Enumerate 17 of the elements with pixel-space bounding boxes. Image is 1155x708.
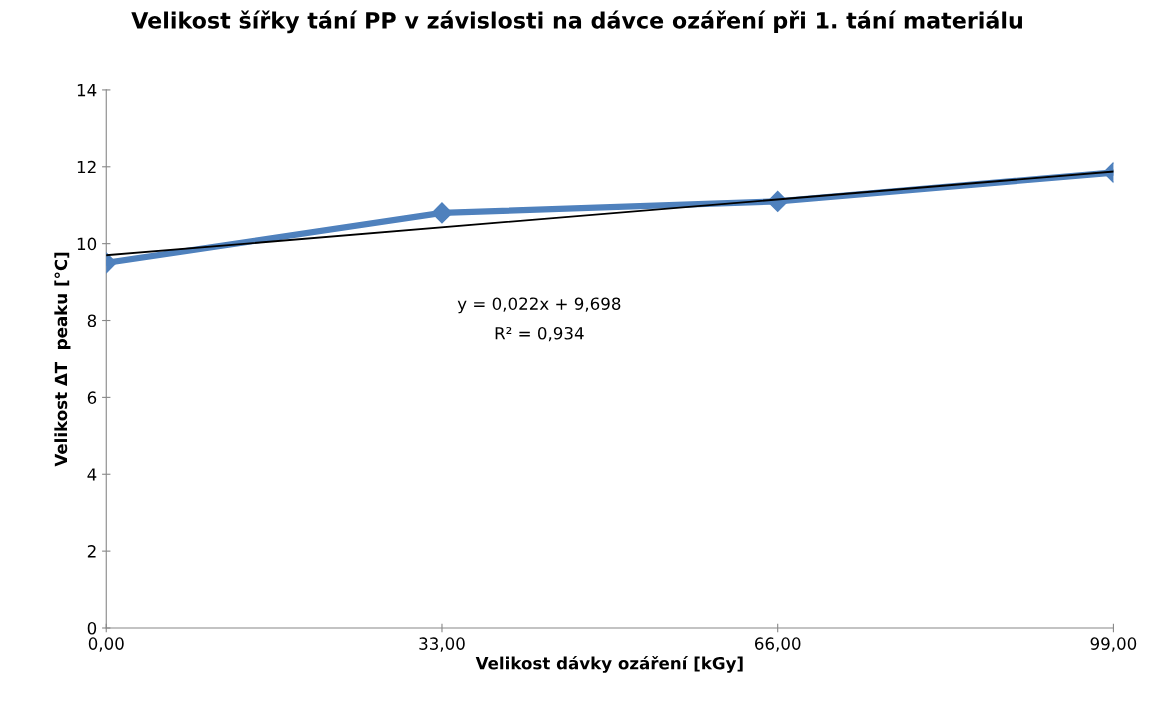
annotation: y = 0,022x + 9,698 bbox=[457, 297, 621, 314]
y-tick-label: 12 bbox=[77, 160, 96, 174]
x-tick-label: 33,00 bbox=[419, 637, 465, 652]
y-axis-title: Velikost ΔT peaku [°C] bbox=[54, 252, 71, 467]
y-tick-label: 6 bbox=[87, 391, 97, 404]
y-tick-label: 4 bbox=[87, 468, 97, 481]
x-tick-label: 66,00 bbox=[755, 637, 801, 652]
y-tick-label: 8 bbox=[87, 314, 97, 328]
y-tick-label: 14 bbox=[77, 84, 97, 97]
y-tick-label: 0 bbox=[87, 621, 97, 635]
y-tick-label: 2 bbox=[87, 545, 96, 558]
y-tick-label: 10 bbox=[77, 237, 97, 251]
x-tick-label: 99,00 bbox=[1090, 637, 1137, 652]
x-tick-label: 0,00 bbox=[88, 637, 124, 652]
chart-title: Velikost šířky tání PP v závislosti na dávce ozáření při 1. tání materiálu bbox=[131, 10, 1022, 34]
annotation: R² = 0,934 bbox=[495, 326, 584, 342]
x-axis-title: Velikost dávky ozáření [kGy] bbox=[475, 655, 743, 673]
